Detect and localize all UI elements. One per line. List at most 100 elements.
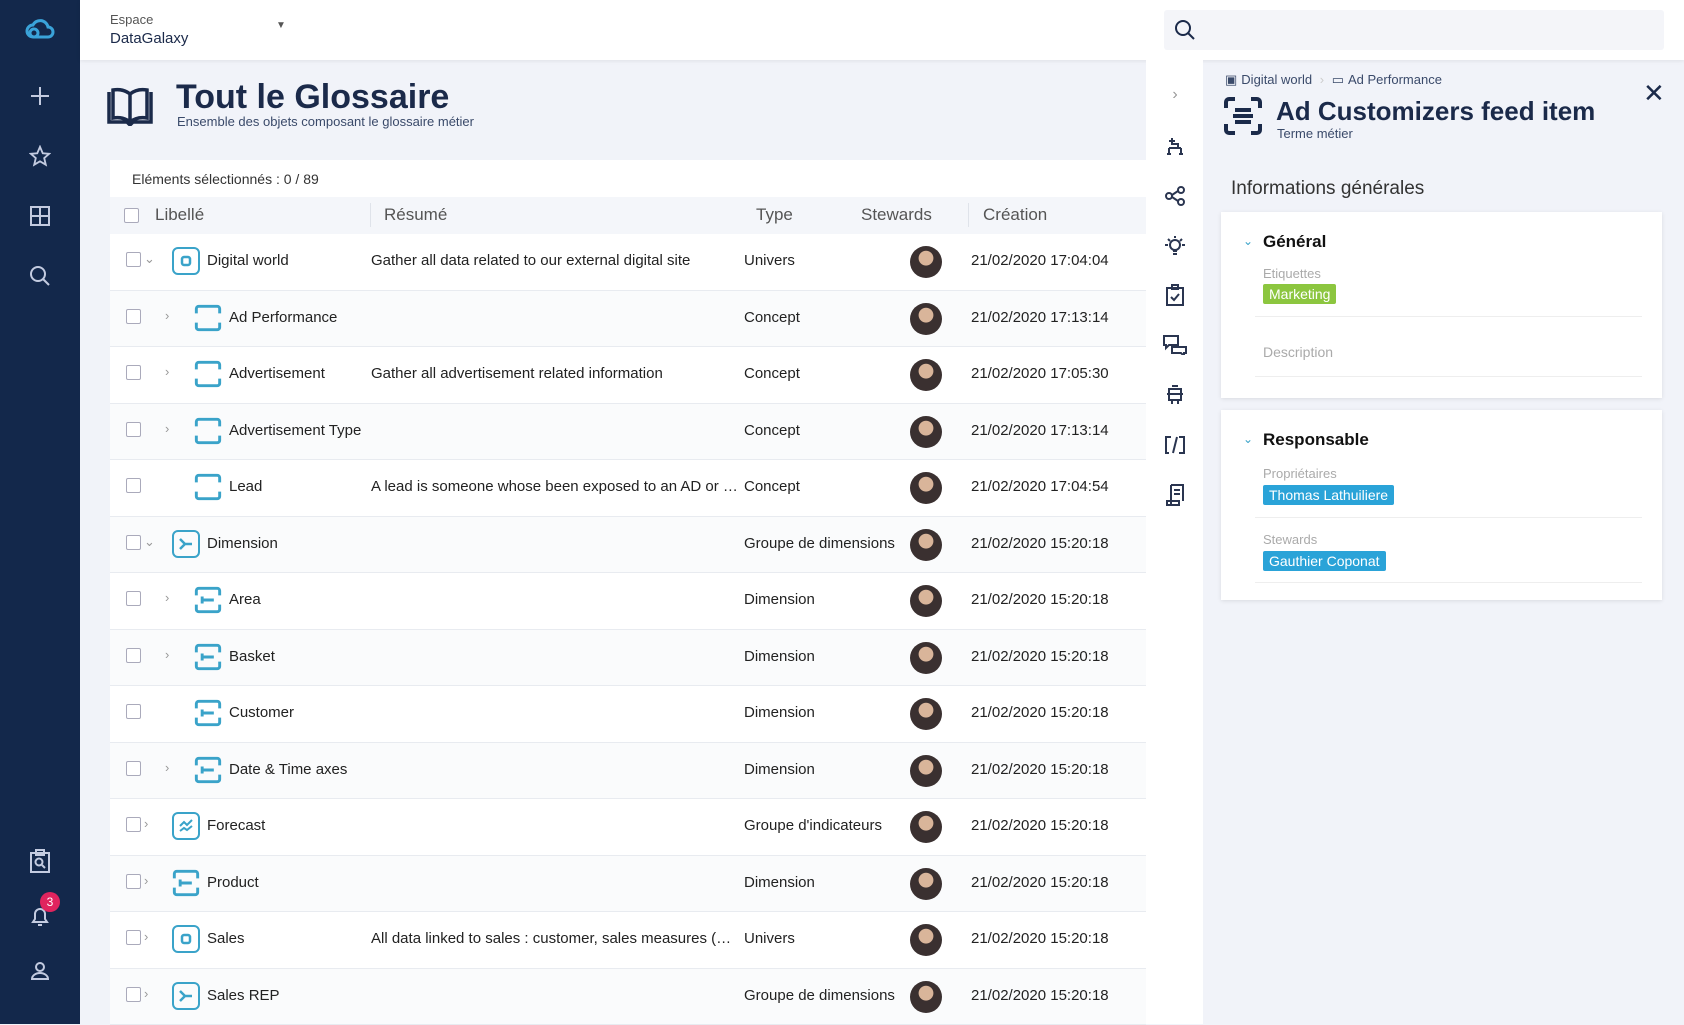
chevron-right-icon[interactable]: › bbox=[144, 816, 148, 831]
chevron-down-icon[interactable]: ⌄ bbox=[1243, 234, 1253, 248]
steward-avatar[interactable] bbox=[910, 868, 942, 900]
column-label[interactable]: Libellé bbox=[155, 205, 204, 225]
row-checkbox[interactable] bbox=[126, 874, 141, 889]
steward-avatar[interactable] bbox=[910, 529, 942, 561]
document-icon[interactable] bbox=[1162, 482, 1188, 508]
chevron-right-icon[interactable]: › bbox=[165, 590, 169, 605]
row-label[interactable]: Digital world bbox=[207, 252, 289, 269]
lightbulb-icon[interactable] bbox=[1162, 233, 1188, 259]
description-label[interactable]: Description bbox=[1263, 344, 1333, 360]
row-label[interactable]: Sales REP bbox=[207, 987, 280, 1004]
chevron-right-icon[interactable]: › bbox=[1162, 82, 1188, 108]
steward-avatar[interactable] bbox=[910, 755, 942, 787]
row-label[interactable]: Customer bbox=[229, 704, 294, 721]
chevron-down-icon[interactable]: ⌄ bbox=[144, 534, 155, 550]
chevron-right-icon[interactable]: › bbox=[144, 873, 148, 888]
row-checkbox[interactable] bbox=[126, 591, 141, 606]
search-input[interactable] bbox=[1164, 10, 1664, 50]
user-icon[interactable] bbox=[22, 953, 58, 989]
select-all-checkbox[interactable] bbox=[124, 208, 139, 223]
steward-chip[interactable]: Gauthier Coponat bbox=[1263, 551, 1386, 571]
column-stewards[interactable]: Stewards bbox=[861, 205, 932, 225]
row-checkbox[interactable] bbox=[126, 478, 141, 493]
clipboard-search-icon[interactable] bbox=[22, 843, 58, 879]
robot-icon[interactable] bbox=[1162, 382, 1188, 408]
row-checkbox[interactable] bbox=[126, 365, 141, 380]
row-checkbox[interactable] bbox=[126, 252, 141, 267]
row-checkbox[interactable] bbox=[126, 535, 141, 550]
steward-avatar[interactable] bbox=[910, 472, 942, 504]
search-icon[interactable] bbox=[22, 258, 58, 294]
general-heading[interactable]: Général bbox=[1263, 232, 1326, 252]
chevron-right-icon[interactable]: › bbox=[165, 308, 169, 323]
code-compare-icon[interactable] bbox=[1162, 432, 1188, 458]
cloud-logo-icon[interactable] bbox=[22, 10, 58, 46]
column-type[interactable]: Type bbox=[756, 205, 793, 225]
row-checkbox[interactable] bbox=[126, 761, 141, 776]
steward-avatar[interactable] bbox=[910, 811, 942, 843]
column-summary[interactable]: Résumé bbox=[384, 205, 447, 225]
steward-avatar[interactable] bbox=[910, 246, 942, 278]
steward-avatar[interactable] bbox=[910, 642, 942, 674]
chevron-right-icon[interactable]: › bbox=[165, 364, 169, 379]
row-label[interactable]: Dimension bbox=[207, 535, 278, 552]
owner-chip[interactable]: Thomas Lathuiliere bbox=[1263, 485, 1394, 505]
breadcrumb-item[interactable]: Ad Performance bbox=[1348, 72, 1442, 87]
chevron-right-icon[interactable]: › bbox=[165, 647, 169, 662]
steward-avatar[interactable] bbox=[910, 981, 942, 1013]
row-checkbox[interactable] bbox=[126, 648, 141, 663]
row-label[interactable]: Advertisement Type bbox=[229, 422, 361, 439]
row-label[interactable]: Ad Performance bbox=[229, 309, 337, 326]
row-label[interactable]: Basket bbox=[229, 648, 275, 665]
steward-avatar[interactable] bbox=[910, 585, 942, 617]
row-checkbox[interactable] bbox=[126, 930, 141, 945]
steward-avatar[interactable] bbox=[910, 698, 942, 730]
steward-avatar[interactable] bbox=[910, 303, 942, 335]
chevron-right-icon[interactable]: › bbox=[165, 760, 169, 775]
hierarchy-icon[interactable] bbox=[1162, 133, 1188, 159]
grid-icon[interactable] bbox=[22, 198, 58, 234]
row-label[interactable]: Lead bbox=[229, 478, 262, 495]
row-checkbox[interactable] bbox=[126, 704, 141, 719]
comments-icon[interactable] bbox=[1162, 332, 1188, 358]
chevron-right-icon[interactable]: › bbox=[165, 421, 169, 436]
row-checkbox[interactable] bbox=[126, 817, 141, 832]
tag-chip[interactable]: Marketing bbox=[1263, 284, 1336, 304]
share-icon[interactable] bbox=[1162, 183, 1188, 209]
steward-avatar[interactable] bbox=[910, 924, 942, 956]
row-checkbox[interactable] bbox=[126, 309, 141, 324]
chevron-right-icon[interactable]: › bbox=[144, 929, 148, 944]
clipboard-check-icon[interactable] bbox=[1162, 282, 1188, 308]
column-creation[interactable]: Création bbox=[983, 205, 1047, 225]
close-icon[interactable]: ✕ bbox=[1643, 78, 1665, 109]
responsible-heading[interactable]: Responsable bbox=[1263, 430, 1369, 450]
row-label[interactable]: Advertisement bbox=[229, 365, 325, 382]
row-label[interactable]: Forecast bbox=[207, 817, 265, 834]
breadcrumb-item[interactable]: Digital world bbox=[1241, 72, 1312, 87]
row-label[interactable]: Area bbox=[229, 591, 261, 608]
row-label[interactable]: Date & Time axes bbox=[229, 761, 347, 778]
chevron-down-icon[interactable]: ⌄ bbox=[1243, 432, 1253, 446]
row-label[interactable]: Product bbox=[207, 874, 259, 891]
chevron-right-icon[interactable]: › bbox=[144, 986, 148, 1001]
chevron-down-icon[interactable]: ⌄ bbox=[144, 251, 155, 267]
row-label[interactable]: Sales bbox=[207, 930, 245, 947]
steward-avatar[interactable] bbox=[910, 359, 942, 391]
star-icon[interactable] bbox=[22, 138, 58, 174]
row-checkbox[interactable] bbox=[126, 987, 141, 1002]
plus-icon[interactable] bbox=[22, 78, 58, 114]
